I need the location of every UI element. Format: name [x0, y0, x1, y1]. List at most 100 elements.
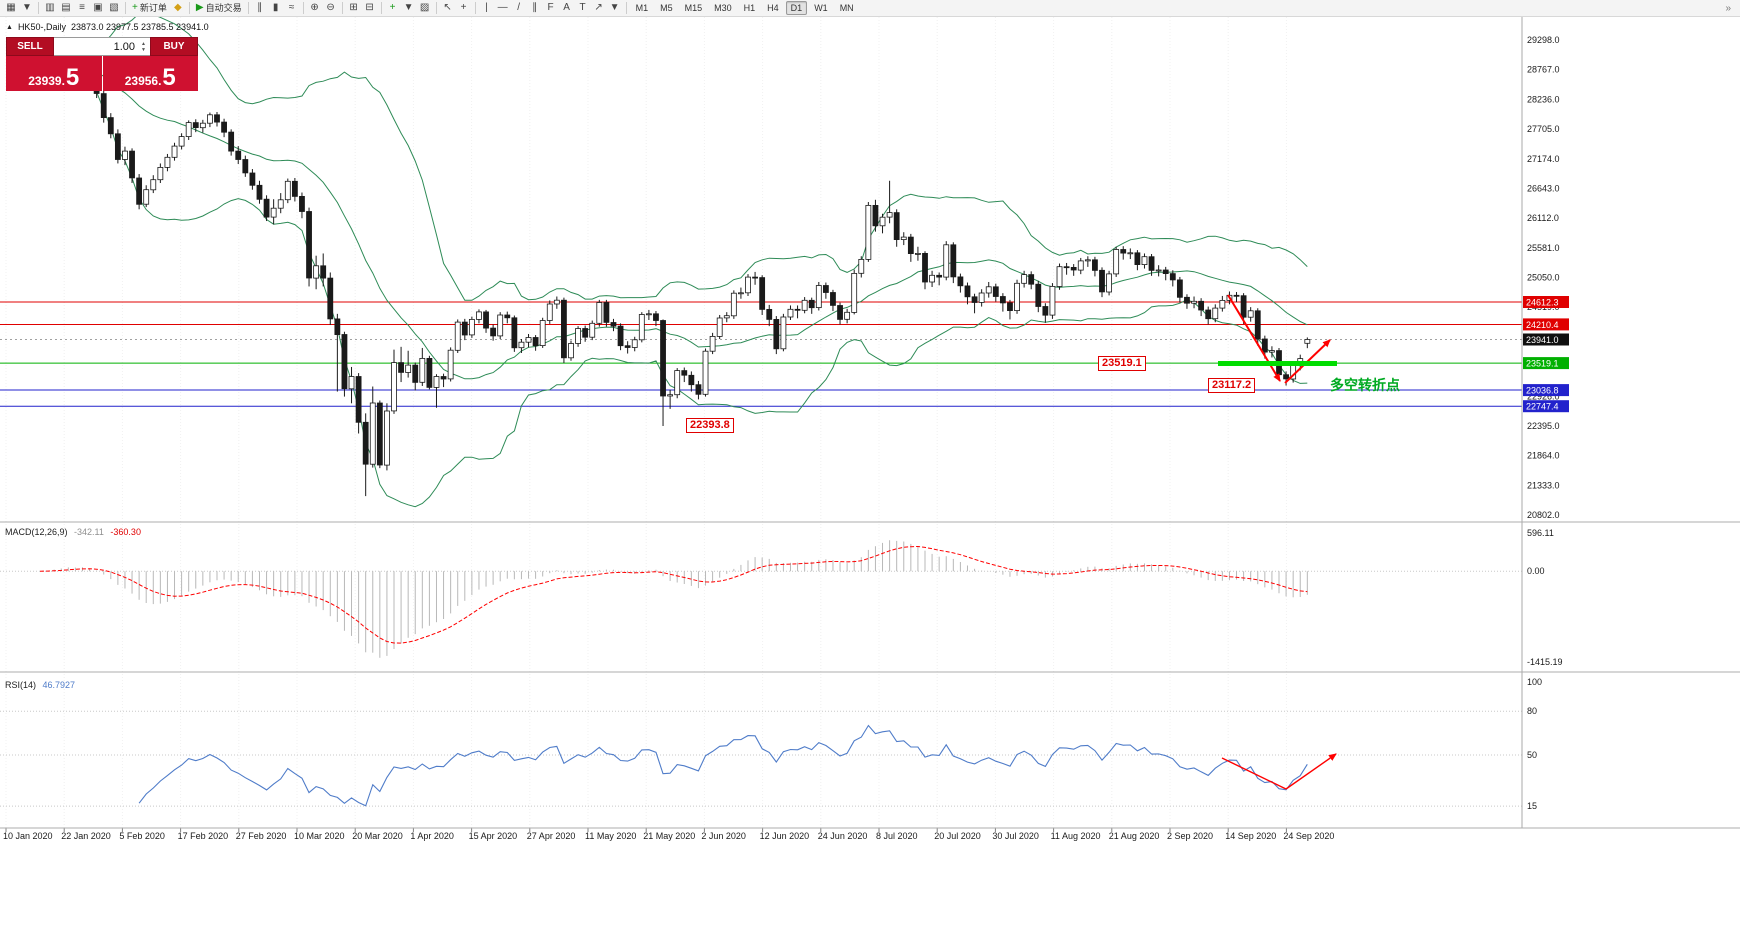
price-label-22393[interactable]: 22393.8	[686, 418, 734, 433]
strategy-tester-icon[interactable]: ▧	[106, 1, 122, 16]
volume-field[interactable]: 1.00 ▲ ▼	[54, 37, 150, 56]
cursor-icon-glyph: ↖	[443, 2, 452, 13]
svg-text:14 Sep 2020: 14 Sep 2020	[1225, 831, 1276, 841]
timeframe-w1[interactable]: W1	[809, 1, 833, 15]
price-axis[interactable]: 29298.0 28767.0 28236.0 27705.0 27174.0 26643…	[1521, 17, 1569, 828]
buy-button[interactable]: BUY	[150, 37, 198, 56]
grid	[5, 17, 1287, 828]
arrows-tool-icon[interactable]: ↗	[591, 1, 607, 16]
timeframe-m15[interactable]: M15	[680, 1, 708, 15]
text-label-icon-glyph: T	[579, 2, 586, 13]
crosshair-icon[interactable]: +	[456, 1, 472, 16]
svg-text:26643.0: 26643.0	[1527, 183, 1560, 193]
rsi-pane: 100 80 50 15	[0, 677, 1542, 811]
sell-price[interactable]: 23939. 5	[6, 56, 102, 91]
templates-icon-glyph: ▨	[419, 2, 430, 13]
metaeditor-icon-glyph: ◆	[174, 2, 182, 13]
horizontal-line-icon[interactable]: —	[495, 1, 511, 16]
timeframe-m5[interactable]: M5	[655, 1, 678, 15]
tile-windows-icon[interactable]: ⊞	[346, 1, 362, 16]
metaeditor-icon[interactable]: ◆	[170, 1, 186, 16]
svg-text:17 Feb 2020: 17 Feb 2020	[178, 831, 229, 841]
macd-name: MACD(12,26,9)	[5, 527, 68, 537]
horizontal-lines[interactable]	[0, 301, 1522, 407]
timeframe-m1[interactable]: M1	[631, 1, 654, 15]
market-watch-icon-glyph: ▥	[45, 2, 55, 13]
svg-text:27705.0: 27705.0	[1527, 124, 1560, 134]
zoom-out-icon[interactable]: ⊖	[323, 1, 339, 16]
text-label-icon[interactable]: T	[575, 1, 591, 16]
svg-text:100: 100	[1527, 677, 1542, 687]
svg-text:22747.4: 22747.4	[1526, 402, 1559, 412]
macd-label: MACD(12,26,9) -342.11 -360.30	[5, 527, 141, 537]
zoom-in-icon[interactable]: ⊕	[307, 1, 323, 16]
svg-text:24 Sep 2020: 24 Sep 2020	[1283, 831, 1334, 841]
toolbar-separator	[625, 2, 627, 14]
indicators-caret-icon[interactable]: ▼	[401, 1, 417, 16]
line-chart-icon-glyph: ≈	[288, 2, 295, 13]
svg-text:22 Jan 2020: 22 Jan 2020	[61, 831, 111, 841]
indicators-icon[interactable]: +	[385, 1, 401, 16]
toolbar-separator	[380, 2, 382, 14]
svg-text:15 Apr 2020: 15 Apr 2020	[469, 831, 518, 841]
new-chart-icon[interactable]: ▦	[3, 1, 19, 16]
autotrading-button[interactable]: ▶ 自动交易	[193, 1, 245, 16]
trendline-icon[interactable]: /	[511, 1, 527, 16]
bar-chart-icon[interactable]: ∥	[252, 1, 268, 16]
sell-button[interactable]: SELL	[6, 37, 54, 56]
svg-text:30 Jul 2020: 30 Jul 2020	[992, 831, 1039, 841]
buy-price[interactable]: 23956. 5	[102, 56, 198, 91]
rsi-name: RSI(14)	[5, 680, 37, 690]
chart-ohlc: 23873.0 23977.5 23785.5 23941.0	[70, 22, 209, 32]
svg-text:11 May 2020: 11 May 2020	[585, 831, 636, 841]
cursor-icon[interactable]: ↖	[440, 1, 456, 16]
volume-spinner: ▲ ▼	[139, 41, 148, 53]
annotation-text[interactable]: 多空转折点	[1330, 377, 1400, 393]
sell-price-small: 23939.	[28, 74, 65, 88]
trendline-icon-glyph: /	[517, 2, 520, 13]
one-click-toggle-icon[interactable]: ▲	[6, 23, 13, 31]
svg-text:26112.0: 26112.0	[1527, 213, 1559, 223]
new-order-button[interactable]: + 新订单	[129, 1, 170, 16]
chart-profiles-icon[interactable]: ▼	[19, 1, 35, 16]
macd-pane: 596.11 0.00 -1415.19	[0, 528, 1563, 667]
chart-canvas[interactable]: 596.11 0.00 -1415.19 100 80 50 15 29298.0 28767.…	[0, 17, 1740, 940]
text-icon[interactable]: A	[559, 1, 575, 16]
toolbar-overflow-icon[interactable]: »	[1725, 2, 1731, 14]
vertical-line-icon-glyph: |	[485, 2, 488, 13]
timeframe-h1[interactable]: H1	[739, 1, 761, 15]
toolbar-separator	[341, 2, 343, 14]
vertical-line-icon[interactable]: |	[479, 1, 495, 16]
chart-window: 596.11 0.00 -1415.19 100 80 50 15 29298.0 28767.…	[0, 17, 1740, 940]
terminal-icon[interactable]: ▣	[90, 1, 106, 16]
channel-icon[interactable]: ∥	[527, 1, 543, 16]
candlestick-chart-icon[interactable]: ▮	[268, 1, 284, 16]
support-highlight-line[interactable]	[1218, 361, 1337, 366]
data-window-icon[interactable]: ▤	[58, 1, 74, 16]
price-label-23117[interactable]: 23117.2	[1208, 378, 1256, 393]
price-label-23519[interactable]: 23519.1	[1098, 356, 1146, 371]
date-axis[interactable]: 10 Jan 2020 22 Jan 2020 5 Feb 2020 17 Feb 2…	[3, 828, 1334, 841]
timeframe-mn[interactable]: MN	[835, 1, 859, 15]
market-watch-icon[interactable]: ▥	[42, 1, 58, 16]
svg-text:12 Jun 2020: 12 Jun 2020	[760, 831, 810, 841]
navigator-icon[interactable]: ≡	[74, 1, 90, 16]
timeframe-d1[interactable]: D1	[785, 1, 808, 15]
templates-icon[interactable]: ▨	[417, 1, 433, 16]
data-window-icon-glyph: ▤	[61, 2, 71, 13]
macd-signal-value: -360.30	[110, 527, 141, 537]
arrows-caret-icon[interactable]: ▼	[607, 1, 623, 16]
volume-decrease-icon[interactable]: ▼	[141, 46, 146, 53]
svg-text:11 Aug 2020: 11 Aug 2020	[1051, 831, 1101, 841]
timeframe-m30[interactable]: M30	[709, 1, 737, 15]
rsi-label: RSI(14) 46.7927	[5, 680, 75, 690]
svg-text:-1415.19: -1415.19	[1527, 657, 1563, 667]
volume-increase-icon[interactable]: ▲	[141, 40, 146, 47]
fibonacci-icon[interactable]: F	[543, 1, 559, 16]
auto-arrange-icon[interactable]: ⊟	[362, 1, 378, 16]
line-chart-icon[interactable]: ≈	[284, 1, 300, 16]
svg-text:2 Sep 2020: 2 Sep 2020	[1167, 831, 1213, 841]
svg-text:24612.3: 24612.3	[1526, 298, 1559, 308]
timeframe-h4[interactable]: H4	[762, 1, 784, 15]
